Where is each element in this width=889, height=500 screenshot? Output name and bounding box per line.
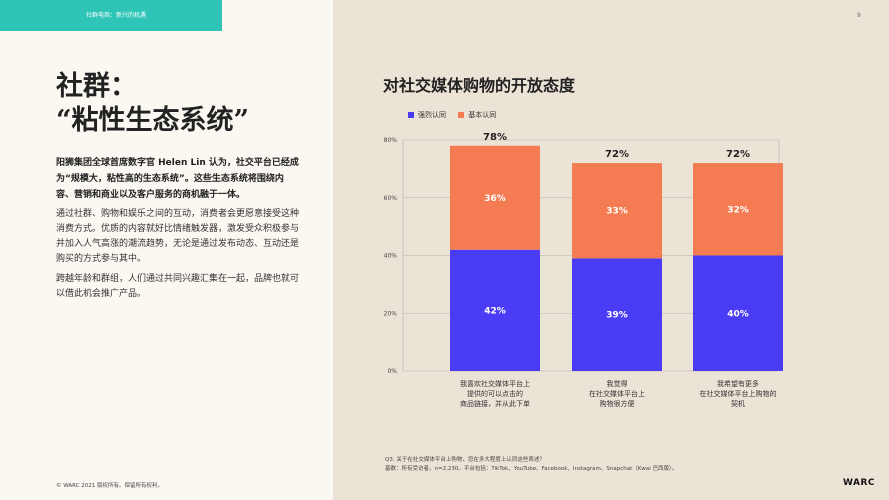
x-tick-label: 我希望有更多 xyxy=(717,379,759,388)
data-label: 39% xyxy=(606,311,628,321)
warc-logo: WARC xyxy=(843,478,876,488)
y-tick-label: 60% xyxy=(384,195,398,202)
bar-segment xyxy=(693,255,783,371)
x-tick-label: 契机 xyxy=(731,399,745,408)
page-title: 社群： “粘性生态系统” xyxy=(56,70,326,138)
stacked-bar-chart: 0% 20% 40% 60% 80% 42% 36% 78% 我喜欢社交媒体平台上提供的可以点击… xyxy=(384,132,783,408)
bar-segment xyxy=(450,249,540,371)
body-paragraph-1: 通过社群、购物和娱乐之间的互动，消费者会更愿意接受这种消费方式。优质的内容就好比… xyxy=(56,209,300,264)
legend-label-strong: 强烈认同 xyxy=(418,111,446,119)
total-label: 72% xyxy=(605,149,629,160)
x-tick-label: 在社交媒体平台上 xyxy=(589,389,645,398)
legend-swatch-strong xyxy=(408,112,414,118)
data-label: 32% xyxy=(727,205,749,215)
bar-segment xyxy=(693,163,783,256)
chart-notes: Q3. 关于在社交媒体平台上购物，您在多大程度上认同这些表述？ 基数：所有受访者… xyxy=(385,456,677,474)
x-tick-label: 我觉得 xyxy=(607,379,628,388)
bar-segment xyxy=(572,258,662,371)
data-label: 36% xyxy=(484,194,506,204)
question-note: Q3. 关于在社交媒体平台上购物，您在多大程度上认同这些表述？ xyxy=(385,457,545,463)
bar-segment xyxy=(572,163,662,259)
section-tab-label: 社群电商：新兴的机遇 xyxy=(86,12,147,19)
bar-segment xyxy=(450,145,540,250)
legend-swatch-basic xyxy=(458,112,465,118)
lead-paragraph: 阳狮集团全球首席数字官 Helen Lin 认为，社交平台已经成为“规模大，粘性… xyxy=(56,158,299,200)
body-paragraph-2: 跨越年龄和群组，人们通过共同兴趣汇集在一起，品牌也就可以借此机会推广产品。 xyxy=(56,274,300,299)
x-tick-label: 购物很方便 xyxy=(600,399,635,408)
section-tab: 社群电商：新兴的机遇 xyxy=(0,0,222,31)
page-title-line2: “粘性生态系统” xyxy=(56,105,250,136)
legend-item-basic: 基本认同 xyxy=(458,110,496,120)
base-note: 基数：所有受访者，n=2,230。平台包括：TikTok、YouTube、Fac… xyxy=(385,466,678,472)
chart-title: 对社交媒体购物的开放态度 xyxy=(383,76,576,95)
chart-legend: 强烈认同 基本认同 xyxy=(408,110,506,120)
data-label: 42% xyxy=(484,306,506,316)
total-label: 78% xyxy=(483,132,507,143)
legend-item-strong: 强烈认同 xyxy=(408,110,446,120)
x-tick-label: 提供的可以点击的 xyxy=(467,389,523,398)
left-panel xyxy=(0,0,333,500)
legend-label-basic: 基本认同 xyxy=(468,111,497,119)
y-tick-label: 40% xyxy=(384,253,398,260)
page-number: 9 xyxy=(857,12,861,19)
x-tick-label: 我喜欢社交媒体平台上 xyxy=(460,379,530,388)
x-tick-label: 商品链接，并从此下单 xyxy=(460,399,530,408)
total-label: 72% xyxy=(726,149,750,160)
y-tick-label: 0% xyxy=(387,368,397,375)
copyright-text: © WARC 2021 版权所有。保留所有权利。 xyxy=(56,483,164,489)
page-title-line1: 社群： xyxy=(56,71,137,102)
data-label: 33% xyxy=(606,207,628,217)
y-tick-label: 80% xyxy=(384,137,398,144)
x-tick-label: 在社交媒体平台上购物的 xyxy=(700,389,777,398)
y-tick-label: 20% xyxy=(384,310,398,317)
data-label: 40% xyxy=(727,309,749,319)
